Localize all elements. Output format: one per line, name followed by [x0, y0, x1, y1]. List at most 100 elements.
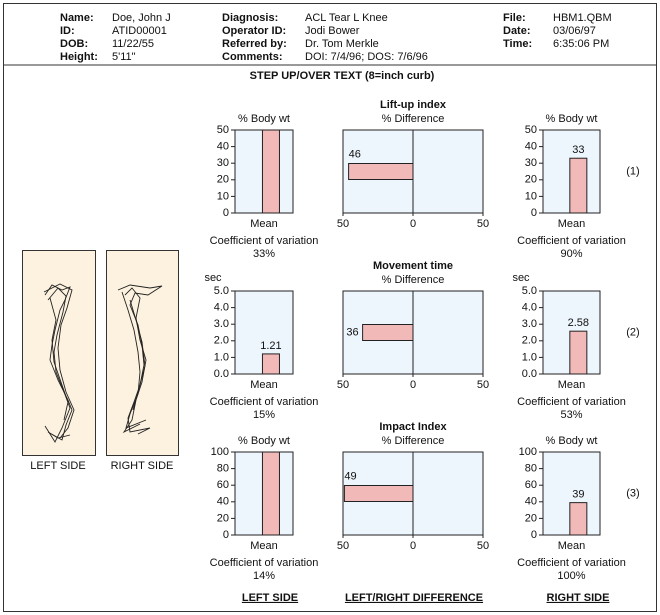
- field-label: Referred by:: [222, 38, 287, 50]
- y-tick-label: 0: [531, 529, 537, 541]
- report-title: STEP UP/OVER TEXT (8=inch curb): [250, 70, 435, 82]
- section-title: Movement time: [373, 260, 453, 272]
- caption-value: 53%: [560, 409, 582, 421]
- y-tick-label: 30: [525, 157, 537, 169]
- field-label: Height:: [60, 51, 98, 63]
- x-tick-label: Mean: [250, 379, 278, 391]
- y-tick-label: 50: [217, 124, 229, 136]
- row-label: (3): [626, 487, 639, 499]
- y-tick-label: 20: [217, 174, 229, 186]
- column-label: RIGHT SIDE: [547, 592, 610, 604]
- value-label: 1.21: [260, 340, 281, 352]
- x-tick-label: 0: [410, 218, 416, 230]
- y-tick-label: 3.0: [214, 318, 229, 330]
- y-tick-label: 100: [519, 446, 537, 458]
- y-tick-label: 50: [525, 124, 537, 136]
- y-tick-label: 80: [525, 463, 537, 475]
- field-label: DOB:: [60, 38, 88, 50]
- bar: [362, 324, 414, 341]
- column-label: LEFT/RIGHT DIFFERENCE: [345, 592, 483, 604]
- y-tick-label: 10: [217, 190, 229, 202]
- field-value: 6:35:06 PM: [553, 38, 609, 50]
- y-tick-label: 20: [525, 512, 537, 524]
- field-value: Doe, John J: [112, 12, 171, 24]
- bar: [569, 502, 588, 536]
- y-tick-label: 40: [217, 141, 229, 153]
- caption-value: 33%: [253, 248, 275, 260]
- section-title: Impact Index: [379, 421, 447, 433]
- bar: [569, 157, 588, 214]
- figure-panel: [22, 250, 96, 456]
- y-tick-label: 2.0: [214, 335, 229, 347]
- field-label: Diagnosis:: [222, 12, 278, 24]
- y-tick-label: 0.0: [522, 368, 537, 380]
- field-label: File:: [503, 12, 526, 24]
- field-label: ID:: [60, 25, 75, 37]
- y-tick-label: 40: [525, 496, 537, 508]
- y-tick-label: 40: [525, 141, 537, 153]
- field-label: Operator ID:: [222, 25, 286, 37]
- caption: Coefficient of variation: [210, 396, 319, 408]
- x-tick-label: Mean: [558, 379, 586, 391]
- caption-value: 100%: [557, 570, 585, 582]
- value-label: 39: [572, 489, 584, 501]
- figure-caption: LEFT SIDE: [30, 460, 85, 472]
- x-tick-label: 0: [410, 379, 416, 391]
- row-label: (2): [626, 326, 639, 338]
- field-label: Date:: [503, 25, 531, 37]
- y-tick-label: 4.0: [522, 302, 537, 314]
- y-axis-label: % Body wt: [238, 435, 290, 447]
- y-tick-label: 60: [525, 479, 537, 491]
- x-tick-label: 50: [337, 218, 349, 230]
- field-value: 11/22/55: [112, 38, 154, 50]
- y-axis-label: % Body wt: [546, 113, 598, 125]
- bar: [343, 485, 414, 502]
- value-label: 46: [349, 148, 361, 160]
- field-value: DOI: 7/4/96; DOS: 7/6/96: [305, 51, 428, 63]
- y-tick-label: 20: [217, 512, 229, 524]
- field-value: 03/06/97: [553, 25, 596, 37]
- y-tick-label: 10: [525, 190, 537, 202]
- subtitle: % Difference: [382, 435, 445, 447]
- y-tick-label: 40: [217, 496, 229, 508]
- y-axis-label: sec: [204, 272, 222, 284]
- x-tick-label: 50: [477, 218, 489, 230]
- caption: Coefficient of variation: [210, 235, 319, 247]
- bar: [261, 451, 280, 536]
- field-value: Dr. Tom Merkle: [305, 38, 379, 50]
- field-value: Jodi Bower: [305, 25, 360, 37]
- field-value: ATID00001: [112, 25, 167, 37]
- y-tick-label: 100: [211, 446, 229, 458]
- y-axis-label: % Body wt: [238, 113, 290, 125]
- y-tick-label: 1.0: [522, 351, 537, 363]
- x-tick-label: Mean: [558, 218, 586, 230]
- section-title: Lift-up index: [380, 99, 447, 111]
- x-tick-label: Mean: [558, 540, 586, 552]
- subtitle: % Difference: [382, 274, 445, 286]
- y-tick-label: 2.0: [522, 335, 537, 347]
- subtitle: % Difference: [382, 113, 445, 125]
- bar: [569, 330, 588, 375]
- y-axis-label: sec: [512, 272, 530, 284]
- x-tick-label: 50: [337, 379, 349, 391]
- field-label: Comments:: [222, 51, 283, 63]
- bar: [261, 353, 280, 375]
- y-tick-label: 0: [223, 529, 229, 541]
- page-border: [3, 3, 657, 612]
- x-tick-label: Mean: [250, 540, 278, 552]
- caption: Coefficient of variation: [517, 235, 626, 247]
- field-value: 5'11": [112, 51, 136, 63]
- field-label: Name:: [60, 12, 94, 24]
- y-tick-label: 1.0: [214, 351, 229, 363]
- value-label: 2.58: [568, 317, 589, 329]
- y-tick-label: 0.0: [214, 368, 229, 380]
- row-label: (1): [626, 165, 639, 177]
- caption-value: 14%: [253, 570, 275, 582]
- bar: [348, 163, 414, 180]
- value-label: 33: [572, 144, 584, 156]
- y-tick-label: 3.0: [522, 318, 537, 330]
- y-axis-label: % Body wt: [546, 435, 598, 447]
- y-tick-label: 4.0: [214, 302, 229, 314]
- column-label: LEFT SIDE: [242, 592, 298, 604]
